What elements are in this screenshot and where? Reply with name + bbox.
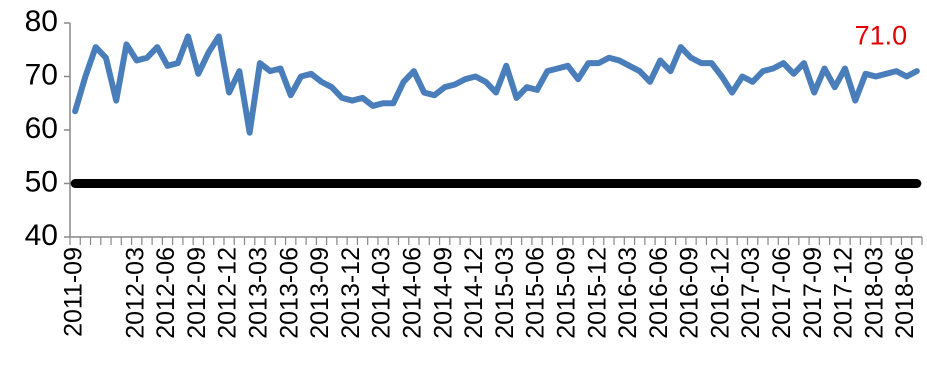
y-tick-label: 40 xyxy=(25,219,58,252)
x-tick-label: 2013-12 xyxy=(337,247,365,339)
x-tick-label: 2018-03 xyxy=(860,247,888,339)
x-tick-label: 2016-12 xyxy=(706,247,734,339)
x-tick-label: 2014-09 xyxy=(429,247,457,339)
y-tick-label: 80 xyxy=(25,5,58,38)
x-tick-label: 2011-09 xyxy=(60,247,88,337)
x-tick-label: 2012-12 xyxy=(214,247,242,339)
x-tick-label: 2016-09 xyxy=(676,247,704,339)
x-tick-label: 2018-06 xyxy=(891,247,919,339)
x-tick-label: 2017-12 xyxy=(830,247,858,339)
x-tick-label: 2013-03 xyxy=(245,247,273,339)
x-tick-label: 2017-06 xyxy=(768,247,796,339)
value-label: 71.0 xyxy=(855,20,908,50)
x-tick-label: 2013-09 xyxy=(306,247,334,339)
x-tick-label: 2015-06 xyxy=(522,247,550,339)
x-tick-label: 2015-03 xyxy=(491,247,519,339)
x-tick-label: 2012-06 xyxy=(152,247,180,339)
x-tick-label: 2012-03 xyxy=(121,247,149,339)
series-line xyxy=(72,33,920,136)
y-tick-label: 60 xyxy=(25,112,58,145)
x-tick-label: 2014-06 xyxy=(398,247,426,339)
y-tick-label: 70 xyxy=(25,58,58,91)
x-tick-label: 2016-06 xyxy=(645,247,673,339)
x-tick-label: 2013-06 xyxy=(275,247,303,339)
x-tick-label: 2016-03 xyxy=(614,247,642,339)
y-tick-label: 50 xyxy=(25,165,58,198)
x-tick-label: 2015-12 xyxy=(583,247,611,339)
x-tick-label: 2017-09 xyxy=(799,247,827,339)
x-tick-label: 2012-09 xyxy=(183,247,211,339)
x-tick-label: 2014-03 xyxy=(368,247,396,339)
x-tick-label: 2015-09 xyxy=(552,247,580,339)
x-tick-label: 2014-12 xyxy=(460,247,488,339)
x-tick-label: 2017-03 xyxy=(737,247,765,339)
